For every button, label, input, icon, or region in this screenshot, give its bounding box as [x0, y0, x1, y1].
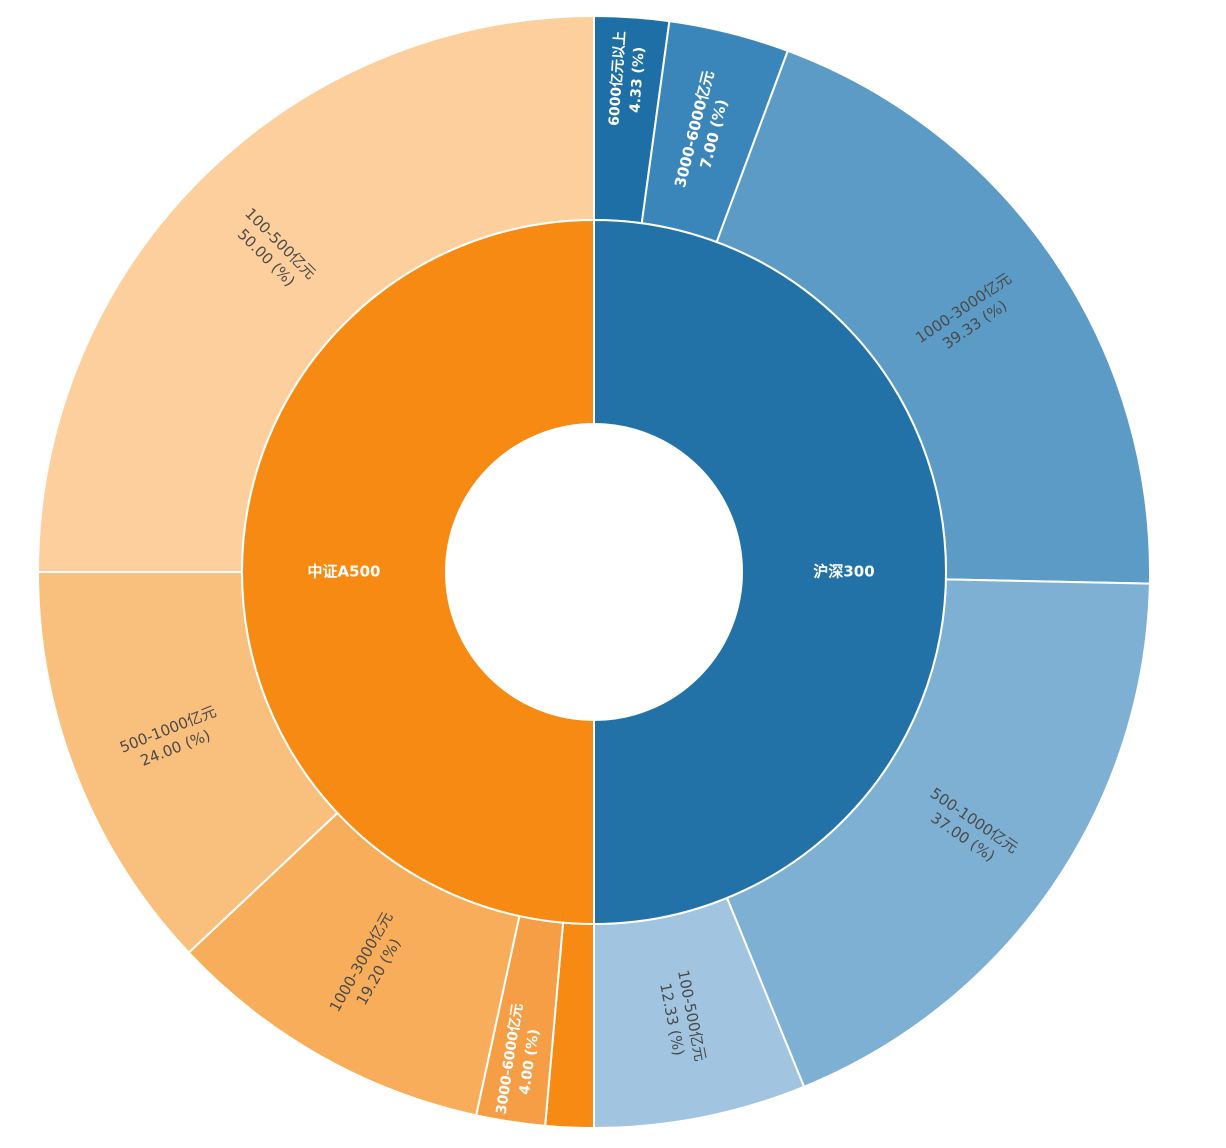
inner-label-1: 中证A500 [308, 563, 381, 581]
inner-segment-1 [241, 218, 595, 926]
inner-label-0: 沪深300 [813, 563, 874, 581]
outer-label-value-0: 4.33 (%) [627, 46, 647, 113]
outer-ring [36, 14, 1151, 1130]
outer-label-name-0: 6000亿元以上 [605, 30, 628, 126]
inner-ring [241, 218, 947, 926]
inner-segment-0 [593, 218, 947, 926]
